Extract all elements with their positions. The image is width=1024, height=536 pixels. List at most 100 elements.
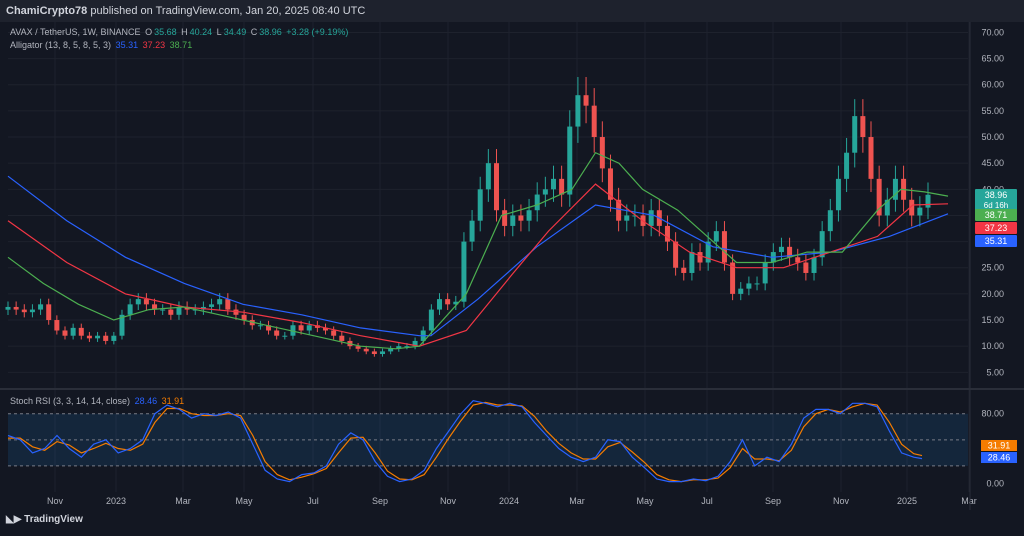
price-label-box [975, 209, 1017, 221]
candle-body [811, 257, 817, 273]
candle-body [13, 306, 19, 310]
stoch-k-label-box [981, 452, 1017, 463]
candle-body [518, 215, 524, 221]
candle-body [835, 178, 841, 211]
candle-body [380, 351, 386, 355]
candle-body [762, 262, 768, 284]
y-tick-label: 65.00 [981, 54, 1004, 64]
y-tick-label: 70.00 [981, 27, 1004, 37]
candle-body [819, 231, 825, 258]
x-tick-label: Jul [701, 496, 713, 506]
candle-body [412, 340, 418, 347]
candle-body [493, 163, 499, 211]
author-name[interactable]: ChamiCrypto78 [6, 5, 88, 17]
candle-body [884, 199, 890, 216]
candle-body [689, 252, 695, 273]
x-tick-label: Mar [961, 496, 977, 506]
y-tick-label: 60.00 [981, 80, 1004, 90]
candle-body [363, 348, 369, 352]
open-value: 35.68 [154, 27, 177, 37]
candle-body [428, 309, 434, 331]
candle-body [225, 299, 231, 310]
candle-body [477, 189, 483, 221]
candle-body [803, 262, 809, 273]
alligator-jaw-value: 35.31 [115, 40, 139, 50]
candle-body [721, 231, 727, 263]
price-label-box [975, 235, 1017, 247]
publish-info: published on TradingView.com, Jan 20, 20… [90, 5, 366, 17]
candle-body [673, 241, 679, 268]
y-tick-label: 55.00 [981, 106, 1004, 116]
candle-body [95, 335, 101, 339]
candle-body [233, 309, 239, 315]
x-tick-label: Mar [175, 496, 191, 506]
candle-body [607, 168, 613, 200]
candle-body [502, 210, 508, 226]
x-tick-label: Nov [833, 496, 850, 506]
candle-body [168, 309, 174, 315]
stoch-label[interactable]: Stoch RSI (3, 3, 14, 14, close) [10, 396, 131, 406]
candle-body [331, 330, 337, 336]
x-tick-label: Jul [307, 496, 319, 506]
candle-body [46, 304, 52, 321]
candle-body [54, 320, 60, 331]
open-label: O [145, 27, 153, 37]
x-tick-label: Mar [569, 496, 585, 506]
publish-header: ChamiCrypto78 published on TradingView.c… [0, 0, 1024, 22]
price-label-text: 37.23 [985, 223, 1008, 233]
candle-body [127, 304, 133, 315]
candle-body [290, 325, 296, 336]
high-label: H [181, 27, 188, 37]
candle-body [70, 327, 76, 336]
candle-body [257, 325, 263, 327]
candle-body [453, 301, 459, 305]
candle-body [274, 330, 280, 336]
symbol-info-line: AVAX / TetherUS, 1W, BINANCE O 35.68 H 40.… [10, 27, 350, 37]
symbol-label[interactable]: AVAX / TetherUS, 1W, BINANCE [10, 27, 141, 37]
y-tick-label: 5.00 [986, 367, 1004, 377]
chart-canvas[interactable]: Nov 2023 Mar May Jul Sep Nov 2024 Mar May Jul Sep No… [0, 22, 1024, 514]
x-tick-label: May [235, 496, 253, 506]
candle-body [445, 299, 451, 305]
candle-body [664, 225, 670, 242]
candle-body [754, 283, 760, 285]
candle-body [583, 95, 589, 106]
alligator-label[interactable]: Alligator (13, 8, 5, 8, 5, 3) [10, 40, 112, 50]
tradingview-logo[interactable]: ◣▶ TradingView [6, 514, 83, 525]
candle-body [78, 327, 84, 336]
high-value: 40.24 [189, 27, 213, 37]
candle-body [705, 241, 711, 263]
alligator-info-line: Alligator (13, 8, 5, 8, 5, 3) 35.31 37.2… [10, 40, 194, 50]
x-tick-label: 2023 [106, 496, 126, 506]
candle-body [62, 330, 68, 336]
candle-body [567, 126, 573, 195]
candle-body [437, 299, 443, 310]
candle-body [827, 210, 833, 232]
candle-body [111, 335, 117, 341]
candle-body [143, 299, 149, 305]
alligator-teeth-value: 37.23 [142, 40, 166, 50]
candle-body [266, 325, 272, 331]
y-tick-label: 50.00 [981, 132, 1004, 142]
tradingview-brand: TradingView [24, 514, 83, 525]
candle-body [323, 327, 329, 331]
candle-body [534, 194, 540, 211]
candle-body [648, 210, 654, 226]
candle-body [176, 306, 182, 315]
x-tick-label: Nov [47, 496, 64, 506]
candle-body [575, 95, 581, 127]
candle-body [697, 252, 703, 263]
y-tick-label: 20.00 [981, 289, 1004, 299]
candle-body [852, 116, 858, 153]
candle-body [209, 304, 215, 307]
stoch-k-label: 28.46 [988, 453, 1011, 463]
candle-body [461, 241, 467, 302]
y-tick-label: 10.00 [981, 341, 1004, 351]
candle-body [616, 199, 622, 221]
stoch-d-label: 31.91 [988, 441, 1011, 451]
price-label-countdown: 6d 16h [984, 201, 1008, 210]
candle-body [787, 246, 793, 258]
candle-body [469, 220, 475, 242]
price-label-text: 38.71 [985, 210, 1008, 220]
candle-body [917, 207, 923, 216]
